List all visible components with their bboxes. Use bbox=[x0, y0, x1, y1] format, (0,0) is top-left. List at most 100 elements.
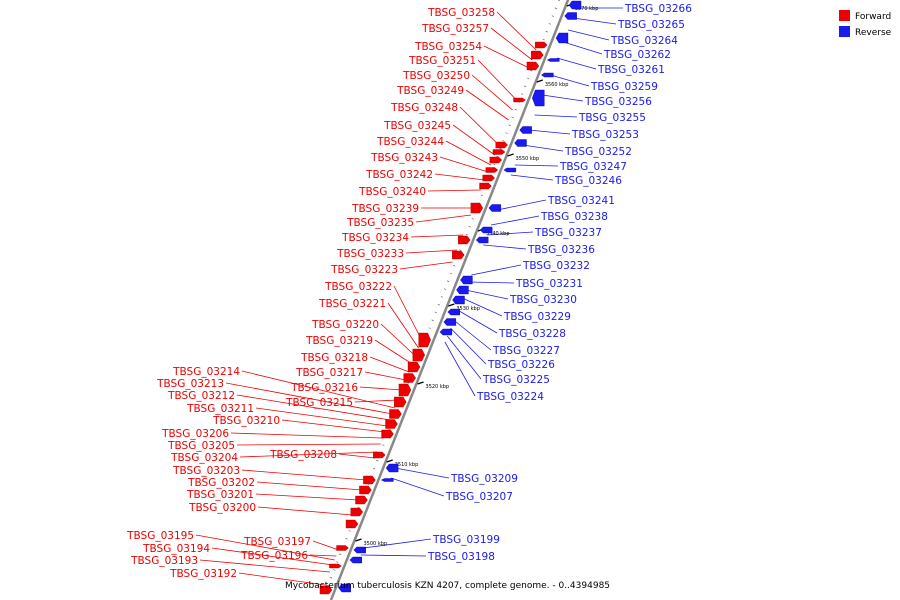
gene-feature-forward[interactable] bbox=[418, 332, 431, 348]
gene-label-forward[interactable]: TBSG_03244 bbox=[376, 136, 444, 148]
gene-feature-reverse[interactable] bbox=[349, 556, 362, 564]
gene-label-forward[interactable]: TBSG_03240 bbox=[358, 186, 426, 198]
gene-label-forward[interactable]: TBSG_03212 bbox=[167, 390, 235, 402]
gene-label-reverse[interactable]: TBSG_03238 bbox=[540, 211, 608, 223]
gene-feature-reverse[interactable] bbox=[475, 236, 489, 244]
gene-label-forward[interactable]: TBSG_03213 bbox=[156, 378, 224, 390]
gene-feature-forward[interactable] bbox=[319, 585, 333, 595]
gene-feature-forward[interactable] bbox=[482, 174, 495, 182]
gene-label-reverse[interactable]: TBSG_03230 bbox=[509, 294, 577, 306]
gene-feature-forward[interactable] bbox=[452, 250, 465, 260]
gene-label-reverse[interactable]: TBSG_03253 bbox=[571, 129, 639, 141]
gene-feature-forward[interactable] bbox=[489, 156, 503, 164]
gene-label-reverse[interactable]: TBSG_03262 bbox=[603, 49, 671, 61]
gene-feature-forward[interactable] bbox=[535, 41, 548, 49]
gene-feature-reverse[interactable] bbox=[519, 126, 532, 134]
gene-label-reverse[interactable]: TBSG_03228 bbox=[498, 328, 566, 340]
gene-feature-reverse[interactable] bbox=[503, 167, 517, 173]
gene-feature-forward[interactable] bbox=[526, 61, 540, 71]
gene-label-forward[interactable]: TBSG_03204 bbox=[170, 452, 238, 464]
gene-feature-reverse[interactable] bbox=[443, 318, 457, 326]
gene-label-forward[interactable]: TBSG_03248 bbox=[390, 102, 458, 114]
gene-feature-forward[interactable] bbox=[359, 485, 372, 495]
gene-feature-forward[interactable] bbox=[403, 373, 416, 383]
gene-label-forward[interactable]: TBSG_03235 bbox=[346, 217, 414, 229]
gene-label-forward[interactable]: TBSG_03214 bbox=[172, 366, 240, 378]
gene-feature-forward[interactable] bbox=[394, 396, 407, 408]
gene-label-forward[interactable]: TBSG_03215 bbox=[285, 397, 353, 409]
gene-label-reverse[interactable]: TBSG_03232 bbox=[522, 260, 590, 272]
gene-label-forward[interactable]: TBSG_03221 bbox=[318, 298, 386, 310]
gene-label-forward[interactable]: TBSG_03223 bbox=[330, 264, 398, 276]
gene-label-forward[interactable]: TBSG_03250 bbox=[402, 70, 470, 82]
gene-feature-reverse[interactable] bbox=[456, 285, 469, 295]
gene-feature-forward[interactable] bbox=[373, 451, 386, 459]
gene-feature-forward[interactable] bbox=[407, 361, 421, 373]
gene-label-reverse[interactable]: TBSG_03259 bbox=[590, 81, 658, 93]
gene-label-forward[interactable]: TBSG_03194 bbox=[142, 543, 210, 555]
gene-feature-reverse[interactable] bbox=[380, 478, 394, 482]
gene-feature-forward[interactable] bbox=[492, 149, 506, 155]
gene-label-reverse[interactable]: TBSG_03225 bbox=[482, 374, 550, 386]
gene-label-forward[interactable]: TBSG_03192 bbox=[169, 568, 237, 580]
gene-feature-forward[interactable] bbox=[381, 429, 394, 439]
gene-feature-forward[interactable] bbox=[345, 519, 359, 529]
gene-feature-forward[interactable] bbox=[412, 348, 425, 362]
gene-feature-forward[interactable] bbox=[513, 97, 526, 103]
gene-label-reverse[interactable]: TBSG_03247 bbox=[559, 161, 627, 173]
gene-label-forward[interactable]: TBSG_03211 bbox=[186, 403, 254, 415]
gene-label-forward[interactable]: TBSG_03202 bbox=[187, 477, 255, 489]
gene-label-reverse[interactable]: TBSG_03198 bbox=[427, 551, 495, 563]
gene-feature-reverse[interactable] bbox=[564, 12, 577, 20]
gene-label-forward[interactable]: TBSG_03249 bbox=[396, 85, 464, 97]
gene-feature-reverse[interactable] bbox=[488, 204, 502, 212]
gene-label-reverse[interactable]: TBSG_03229 bbox=[503, 311, 571, 323]
gene-feature-forward[interactable] bbox=[363, 475, 376, 485]
gene-label-reverse[interactable]: TBSG_03266 bbox=[624, 3, 692, 15]
gene-label-reverse[interactable]: TBSG_03224 bbox=[476, 391, 544, 403]
gene-feature-reverse[interactable] bbox=[546, 58, 560, 62]
gene-feature-forward[interactable] bbox=[355, 495, 368, 505]
gene-feature-forward[interactable] bbox=[329, 563, 342, 569]
gene-label-reverse[interactable]: TBSG_03207 bbox=[445, 491, 513, 503]
gene-label-forward[interactable]: TBSG_03233 bbox=[336, 248, 404, 260]
gene-label-forward[interactable]: TBSG_03196 bbox=[240, 550, 308, 562]
gene-label-forward[interactable]: TBSG_03216 bbox=[290, 382, 358, 394]
gene-feature-reverse[interactable] bbox=[555, 32, 569, 44]
gene-feature-forward[interactable] bbox=[458, 235, 471, 245]
gene-label-forward[interactable]: TBSG_03254 bbox=[414, 41, 482, 53]
gene-label-reverse[interactable]: TBSG_03227 bbox=[492, 345, 560, 357]
gene-label-reverse[interactable]: TBSG_03246 bbox=[554, 175, 622, 187]
gene-label-forward[interactable]: TBSG_03219 bbox=[305, 335, 373, 347]
gene-label-reverse[interactable]: TBSG_03252 bbox=[564, 146, 632, 158]
gene-label-forward[interactable]: TBSG_03220 bbox=[311, 319, 379, 331]
gene-feature-forward[interactable] bbox=[495, 141, 509, 149]
gene-feature-reverse[interactable] bbox=[479, 226, 493, 234]
gene-feature-reverse[interactable] bbox=[532, 89, 545, 107]
gene-label-reverse[interactable]: TBSG_03265 bbox=[617, 19, 685, 31]
gene-label-forward[interactable]: TBSG_03201 bbox=[186, 489, 254, 501]
gene-label-reverse[interactable]: TBSG_03209 bbox=[450, 473, 518, 485]
gene-label-forward[interactable]: TBSG_03243 bbox=[370, 152, 438, 164]
gene-label-forward[interactable]: TBSG_03222 bbox=[324, 281, 392, 293]
gene-label-forward[interactable]: TBSG_03257 bbox=[421, 23, 489, 35]
gene-label-forward[interactable]: TBSG_03203 bbox=[172, 465, 240, 477]
gene-feature-reverse[interactable] bbox=[452, 295, 465, 305]
gene-label-forward[interactable]: TBSG_03239 bbox=[351, 203, 419, 215]
gene-label-reverse[interactable]: TBSG_03241 bbox=[547, 195, 615, 207]
gene-feature-reverse[interactable] bbox=[439, 328, 453, 336]
gene-feature-reverse[interactable] bbox=[541, 72, 554, 78]
gene-feature-forward[interactable] bbox=[470, 202, 484, 214]
gene-label-forward[interactable]: TBSG_03218 bbox=[300, 352, 368, 364]
gene-label-reverse[interactable]: TBSG_03256 bbox=[584, 96, 652, 108]
gene-label-forward[interactable]: TBSG_03205 bbox=[167, 440, 235, 452]
gene-label-reverse[interactable]: TBSG_03199 bbox=[432, 534, 500, 546]
gene-feature-reverse[interactable] bbox=[568, 0, 582, 10]
gene-feature-forward[interactable] bbox=[485, 167, 499, 173]
gene-label-reverse[interactable]: TBSG_03231 bbox=[515, 278, 583, 290]
gene-label-forward[interactable]: TBSG_03206 bbox=[161, 428, 229, 440]
gene-label-reverse[interactable]: TBSG_03237 bbox=[534, 227, 602, 239]
gene-label-forward[interactable]: TBSG_03193 bbox=[130, 555, 198, 567]
gene-feature-forward[interactable] bbox=[479, 182, 492, 190]
gene-label-forward[interactable]: TBSG_03234 bbox=[341, 232, 409, 244]
